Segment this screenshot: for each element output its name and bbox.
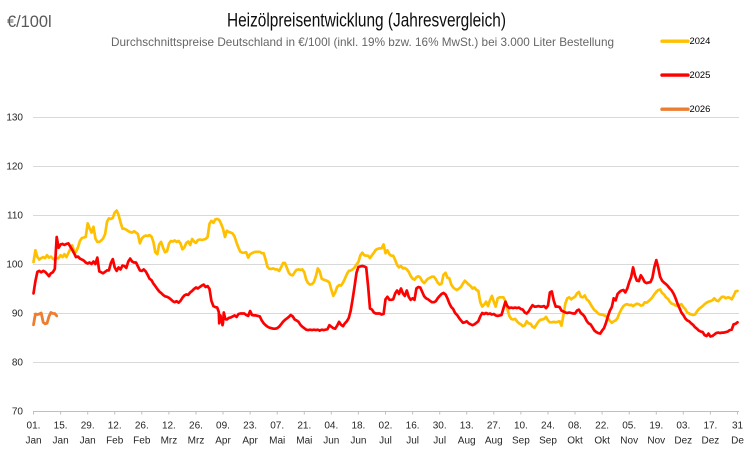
svg-text:Apr: Apr bbox=[242, 435, 258, 446]
svg-text:01.: 01. bbox=[27, 421, 41, 432]
svg-text:13.: 13. bbox=[460, 421, 474, 432]
svg-text:80: 80 bbox=[12, 357, 24, 368]
svg-text:Jun: Jun bbox=[350, 435, 366, 446]
svg-text:22.: 22. bbox=[595, 421, 609, 432]
svg-text:Durchschnittspreise Deutschlan: Durchschnittspreise Deutschland in €/100… bbox=[111, 35, 614, 49]
svg-text:90: 90 bbox=[12, 308, 24, 319]
svg-text:De: De bbox=[731, 435, 744, 446]
svg-text:07.: 07. bbox=[270, 421, 284, 432]
svg-text:Jul: Jul bbox=[433, 435, 446, 446]
svg-text:Mai: Mai bbox=[296, 435, 312, 446]
svg-text:100: 100 bbox=[6, 259, 23, 270]
svg-text:Dez: Dez bbox=[702, 435, 720, 446]
svg-text:Feb: Feb bbox=[106, 435, 124, 446]
svg-text:Mai: Mai bbox=[269, 435, 285, 446]
svg-text:16.: 16. bbox=[406, 421, 420, 432]
svg-text:Jan: Jan bbox=[53, 435, 69, 446]
svg-text:2025: 2025 bbox=[690, 69, 711, 80]
svg-text:26.: 26. bbox=[189, 421, 203, 432]
svg-text:Okt: Okt bbox=[594, 435, 610, 446]
svg-text:19.: 19. bbox=[649, 421, 663, 432]
svg-text:02.: 02. bbox=[379, 421, 393, 432]
svg-text:2024: 2024 bbox=[690, 35, 711, 46]
svg-text:Feb: Feb bbox=[133, 435, 151, 446]
svg-text:Apr: Apr bbox=[215, 435, 231, 446]
svg-text:Jan: Jan bbox=[25, 435, 41, 446]
svg-text:10.: 10. bbox=[514, 421, 528, 432]
svg-text:21.: 21. bbox=[297, 421, 311, 432]
svg-text:€/100l: €/100l bbox=[7, 13, 52, 31]
svg-text:04.: 04. bbox=[324, 421, 338, 432]
svg-text:Jul: Jul bbox=[379, 435, 392, 446]
svg-text:120: 120 bbox=[6, 161, 23, 172]
svg-text:27.: 27. bbox=[487, 421, 501, 432]
svg-text:Nov: Nov bbox=[620, 435, 638, 446]
svg-text:Nov: Nov bbox=[647, 435, 665, 446]
svg-text:23.: 23. bbox=[243, 421, 257, 432]
svg-text:2026: 2026 bbox=[690, 103, 711, 114]
svg-text:110: 110 bbox=[7, 210, 23, 221]
svg-text:Jan: Jan bbox=[80, 435, 96, 446]
svg-text:Heizölpreisentwicklung (Jahres: Heizölpreisentwicklung (Jahresvergleich) bbox=[227, 10, 506, 31]
svg-text:12.: 12. bbox=[162, 421, 176, 432]
svg-text:05.: 05. bbox=[622, 421, 636, 432]
svg-text:Okt: Okt bbox=[567, 435, 583, 446]
svg-text:12.: 12. bbox=[108, 421, 122, 432]
svg-text:09.: 09. bbox=[216, 421, 230, 432]
svg-text:31: 31 bbox=[732, 421, 744, 432]
svg-text:Jun: Jun bbox=[323, 435, 339, 446]
svg-text:Sep: Sep bbox=[512, 435, 530, 446]
svg-text:70: 70 bbox=[12, 406, 24, 417]
svg-text:Dez: Dez bbox=[674, 435, 692, 446]
svg-text:17.: 17. bbox=[703, 421, 717, 432]
svg-text:03.: 03. bbox=[676, 421, 690, 432]
svg-text:130: 130 bbox=[6, 112, 23, 123]
svg-text:Sep: Sep bbox=[539, 435, 557, 446]
svg-text:26.: 26. bbox=[135, 421, 149, 432]
svg-text:Mrz: Mrz bbox=[161, 435, 178, 446]
svg-text:Aug: Aug bbox=[485, 435, 503, 446]
svg-text:30.: 30. bbox=[433, 421, 447, 432]
svg-text:Mrz: Mrz bbox=[188, 435, 205, 446]
svg-text:Jul: Jul bbox=[406, 435, 419, 446]
svg-text:15.: 15. bbox=[54, 421, 68, 432]
svg-text:Aug: Aug bbox=[458, 435, 476, 446]
svg-text:29.: 29. bbox=[81, 421, 95, 432]
svg-text:08.: 08. bbox=[568, 421, 582, 432]
svg-text:18.: 18. bbox=[351, 421, 365, 432]
svg-text:24.: 24. bbox=[541, 421, 555, 432]
